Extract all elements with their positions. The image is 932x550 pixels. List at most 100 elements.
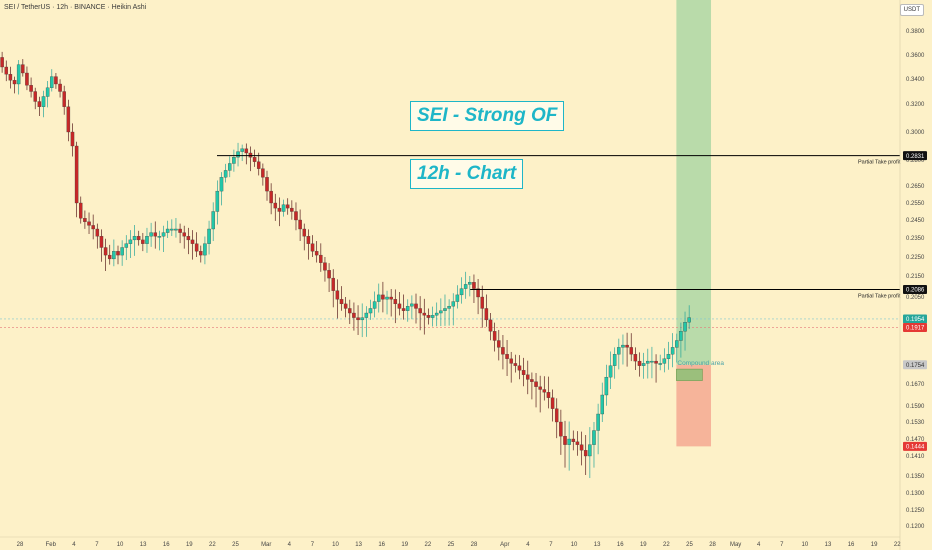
candle-body <box>87 221 91 226</box>
candle-body <box>298 219 302 230</box>
candle-body <box>281 204 286 212</box>
x-tick-label: 19 <box>871 542 878 548</box>
price-label-box <box>903 441 927 451</box>
target-zone <box>676 0 712 365</box>
take-profit-label: Partial Take profit <box>858 293 901 299</box>
y-tick-label: 0.3800 <box>906 29 925 35</box>
candle-body <box>215 190 220 212</box>
candle-body <box>99 236 104 248</box>
candle-body <box>629 347 633 355</box>
candle-body <box>66 106 71 133</box>
candle-body <box>211 211 215 230</box>
candle-body <box>484 308 489 321</box>
price-label-box <box>903 322 927 332</box>
candle-body <box>559 421 563 437</box>
banner-strong-of: SEI - Strong OF <box>410 101 565 131</box>
currency-button[interactable]: USDT <box>899 4 924 16</box>
y-tick-label: 0.1670 <box>906 382 925 388</box>
candle-body <box>571 438 576 442</box>
candle-body <box>583 450 588 457</box>
candle-body <box>29 85 33 92</box>
candle-body <box>401 308 406 311</box>
candle-body <box>203 243 207 256</box>
candle-body <box>455 294 460 302</box>
candle-body <box>434 312 439 316</box>
candle-body <box>290 207 294 212</box>
candle-body <box>306 236 311 244</box>
y-tick-label: 0.1410 <box>906 454 925 460</box>
candle-body <box>463 284 468 289</box>
candle-body <box>323 262 327 271</box>
candle-body <box>666 354 671 359</box>
price-label: 0.2831 <box>906 154 925 160</box>
candle-body <box>542 389 547 393</box>
y-tick-label: 0.3400 <box>906 77 925 83</box>
candle-body <box>16 64 21 85</box>
candle-body <box>157 236 162 238</box>
y-tick-label: 0.2050 <box>906 295 925 301</box>
candle-body <box>70 131 75 147</box>
candle-body <box>107 254 112 260</box>
x-tick-label: Mar <box>261 542 271 548</box>
candle-body <box>405 306 410 311</box>
y-tick-label: 0.2650 <box>906 184 925 190</box>
price-label-box <box>903 314 927 324</box>
candle-body <box>244 148 249 154</box>
compound-area-box <box>676 368 703 381</box>
x-tick-label: 28 <box>709 542 716 548</box>
price-label: 0.1917 <box>906 326 925 332</box>
candle-body <box>335 290 340 300</box>
x-tick-label: 19 <box>640 542 647 548</box>
candle-body <box>675 340 679 348</box>
y-tick-label: 0.1350 <box>906 474 925 480</box>
candle-body <box>149 232 153 237</box>
candle-body <box>136 236 141 241</box>
candle-body <box>575 441 580 445</box>
candle-body <box>33 91 37 102</box>
candle-body <box>103 247 108 256</box>
candle-body <box>447 306 451 309</box>
candle-body <box>277 207 282 212</box>
price-label: 0.1954 <box>906 317 925 323</box>
candle-body <box>252 157 257 162</box>
candle-body <box>269 190 273 204</box>
y-tick-label: 0.1250 <box>906 508 925 514</box>
y-tick-label: 0.2350 <box>906 236 925 242</box>
candle-body <box>579 444 584 451</box>
candle-body <box>588 444 592 457</box>
y-tick-label: 0.1200 <box>906 524 925 530</box>
candle-body <box>178 228 182 233</box>
candle-body <box>521 370 526 375</box>
candle-body <box>248 152 253 158</box>
candle-body <box>141 239 145 244</box>
candle-body <box>526 374 530 380</box>
x-tick-label: 28 <box>17 542 24 548</box>
x-tick-label: Apr <box>500 542 509 548</box>
candle-body <box>418 308 422 314</box>
candle-body <box>37 101 42 107</box>
candle-body <box>641 363 646 366</box>
candle-body <box>4 66 9 75</box>
candle-body <box>161 232 166 237</box>
candle-body <box>501 347 505 355</box>
candle-body <box>25 72 29 86</box>
price-label: 0.1444 <box>906 445 925 451</box>
x-tick-label: 4 <box>757 542 761 548</box>
candle-body <box>331 277 335 291</box>
x-tick-label: 13 <box>140 542 147 548</box>
x-tick-label: 16 <box>378 542 385 548</box>
x-tick-label: 10 <box>332 542 339 548</box>
candle-body <box>538 386 542 390</box>
candle-body <box>116 251 120 256</box>
price-label: 0.1754 <box>906 363 925 369</box>
y-tick-label: 0.3000 <box>906 130 925 136</box>
candle-body <box>451 301 456 307</box>
candle-body <box>186 236 191 241</box>
candle-body <box>497 340 501 348</box>
y-tick-label: 0.2150 <box>906 274 925 280</box>
compound-area-label: Compound area <box>677 360 724 367</box>
candle-body <box>646 360 650 364</box>
y-tick-label: 0.2800 <box>906 158 925 164</box>
price-label-box <box>903 360 927 370</box>
